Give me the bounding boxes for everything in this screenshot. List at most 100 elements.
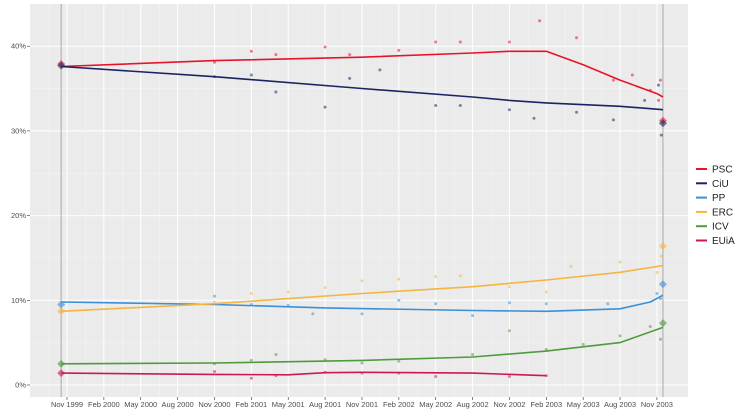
psc-poll-point [434, 40, 438, 44]
pp-election-result [658, 280, 667, 289]
legend-label: CiU [712, 179, 729, 190]
pp-poll-point [606, 302, 610, 306]
euia-poll-point [434, 375, 438, 379]
legend-item-erc: ERC [696, 207, 733, 218]
ciu-trend-line [61, 65, 664, 111]
erc-poll-point [212, 300, 216, 304]
x-tick-label: Nov 1999 [51, 400, 83, 409]
icv-poll-point [581, 342, 585, 346]
icv-poll-point [659, 337, 663, 341]
pp-poll-point [655, 292, 659, 296]
psc-poll-point [657, 98, 661, 102]
erc-poll-point [434, 275, 438, 279]
pp-poll-point [397, 298, 401, 302]
x-tick-label: May 2000 [124, 400, 157, 409]
x-tick-label: May 2002 [419, 400, 452, 409]
legend-item-icv: ICV [696, 222, 729, 233]
gridlines [30, 4, 688, 397]
legend-item-pp: PP [696, 193, 726, 204]
x-tick-label: May 2001 [272, 400, 305, 409]
icv-election-result [57, 359, 66, 368]
ciu-poll-point [274, 90, 278, 94]
x-tick-label: May 2003 [567, 400, 600, 409]
ciu-poll-point [507, 108, 511, 112]
psc-poll-point [611, 78, 615, 82]
ciu-poll-point [323, 105, 327, 109]
psc-poll-point [323, 45, 327, 49]
erc-poll-point [286, 290, 290, 294]
legend-item-euia: EUiA [696, 236, 735, 247]
erc-poll-point [618, 260, 622, 264]
pp-poll-point [212, 294, 216, 298]
pp-poll-point [544, 302, 548, 306]
x-tick-label: Nov 2003 [641, 400, 673, 409]
erc-poll-point [659, 254, 663, 258]
erc-poll-point [655, 270, 659, 274]
icv-poll-point [249, 358, 253, 362]
x-tick-label: Feb 2001 [235, 400, 267, 409]
x-tick-label: Feb 2003 [530, 400, 562, 409]
x-tick-label: Aug 2000 [162, 400, 194, 409]
erc-poll-point [323, 286, 327, 290]
ciu-poll-point [532, 116, 536, 120]
icv-trend-line [61, 326, 664, 365]
ciu-poll-point [657, 83, 661, 87]
y-tick-label: 20% [11, 211, 26, 220]
ciu-poll-point [348, 76, 352, 80]
euia-poll-point [249, 376, 253, 380]
icv-poll-point [648, 325, 652, 329]
x-tick-label: Nov 2001 [346, 400, 378, 409]
euia-trend-line [61, 371, 547, 377]
legend-label: EUiA [712, 236, 735, 247]
legend-item-psc: PSC [696, 165, 733, 176]
icv-election-result [658, 319, 667, 328]
ciu-poll-point [434, 103, 438, 107]
erc-poll-point [458, 274, 462, 278]
psc-poll-point [249, 49, 253, 53]
erc-poll-point [507, 285, 511, 289]
y-tick-label: 40% [11, 42, 26, 51]
psc-poll-point [397, 48, 401, 52]
icv-poll-point [544, 347, 548, 351]
y-tick-label: 10% [11, 296, 26, 305]
x-tick-label: Aug 2002 [457, 400, 489, 409]
legend: PSC CiU PP ERC ICV EUiA [696, 165, 735, 247]
ciu-poll-point [249, 73, 253, 77]
y-tick-label: 0% [15, 381, 26, 390]
erc-trend-line [61, 264, 664, 313]
plot-panel [30, 4, 688, 397]
x-tick-label: Aug 2001 [309, 400, 341, 409]
ciu-poll-point [611, 118, 615, 122]
legend-label: ICV [712, 222, 729, 233]
trend-lines [61, 50, 664, 377]
psc-poll-point [575, 36, 579, 40]
icv-poll-point [360, 361, 364, 365]
erc-election-result [57, 307, 66, 316]
psc-poll-point [507, 40, 511, 44]
pp-poll-point [360, 312, 364, 316]
erc-poll-point [569, 264, 573, 268]
x-tick-label: Feb 2002 [383, 400, 415, 409]
y-tick-label: 30% [11, 126, 26, 135]
legend-label: PP [712, 193, 726, 204]
pp-poll-point [659, 297, 663, 301]
euia-poll-point [212, 369, 216, 373]
ciu-poll-point [659, 133, 663, 137]
ciu-election-result [658, 119, 667, 128]
pp-trend-line [61, 294, 664, 313]
erc-poll-point [544, 290, 548, 294]
psc-poll-point [630, 73, 634, 77]
x-tick-label: Aug 2003 [604, 400, 636, 409]
icv-poll-point [471, 353, 475, 357]
pp-poll-point [434, 302, 438, 306]
icv-poll-point [618, 334, 622, 338]
ciu-poll-point [575, 110, 579, 114]
erc-poll-point [360, 279, 364, 283]
ciu-poll-point [458, 103, 462, 107]
psc-poll-point [659, 78, 663, 82]
pp-poll-point [507, 301, 511, 305]
axes: 0% 10% 20% 30% 40% Nov 1999 Feb 2000 May 2000 Au… [11, 42, 673, 409]
psc-poll-point [274, 53, 278, 57]
psc-poll-point [538, 19, 542, 23]
